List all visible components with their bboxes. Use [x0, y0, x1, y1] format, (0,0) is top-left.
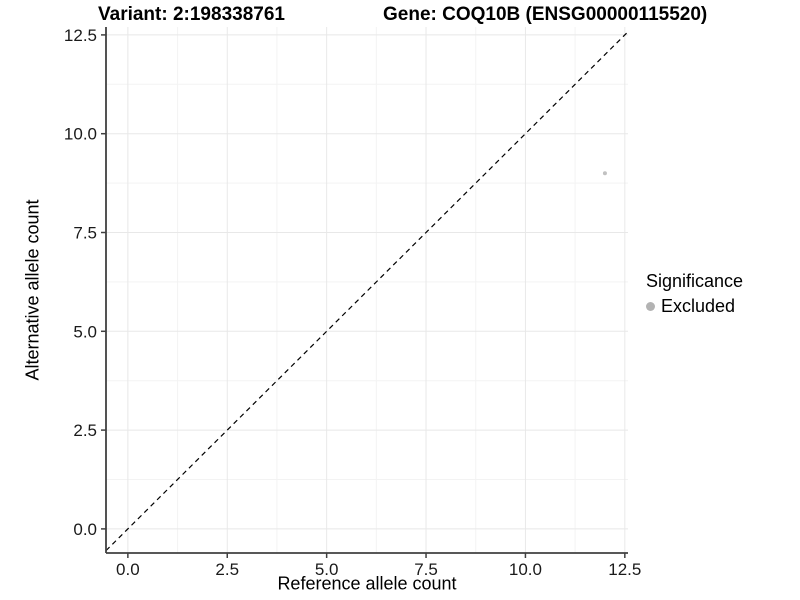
x-axis-label: Reference allele count [277, 573, 457, 594]
identity-dashed-line [105, 31, 629, 552]
x-tick-label: 5.0 [315, 560, 339, 579]
legend-point-icon [646, 302, 655, 311]
legend-title: Significance [646, 271, 744, 291]
x-tick-label: 10.0 [509, 560, 542, 579]
plot-title-variant: Variant: 2:198338761 [98, 4, 285, 25]
x-tick-label: 2.5 [215, 560, 239, 579]
y-tick-label: 10.0 [64, 125, 97, 144]
plot-title-gene: Gene: COQ10B (ENSG00000115520) [383, 4, 708, 25]
x-tick-label: 0.0 [116, 560, 140, 579]
legend: Significance Excluded [646, 270, 743, 317]
data-point [602, 171, 607, 176]
x-tick-label: 12.5 [608, 560, 641, 579]
y-tick-label: 0.0 [73, 520, 97, 539]
legend-entry-excluded: Excluded [646, 296, 743, 317]
y-tick-label: 5.0 [73, 322, 97, 341]
y-tick-label: 2.5 [73, 421, 97, 440]
legend-entry-label: Excluded [661, 296, 736, 316]
y-tick-label: 12.5 [64, 26, 97, 45]
x-tick-label: 7.5 [414, 560, 438, 579]
y-tick-label: 7.5 [73, 223, 97, 242]
